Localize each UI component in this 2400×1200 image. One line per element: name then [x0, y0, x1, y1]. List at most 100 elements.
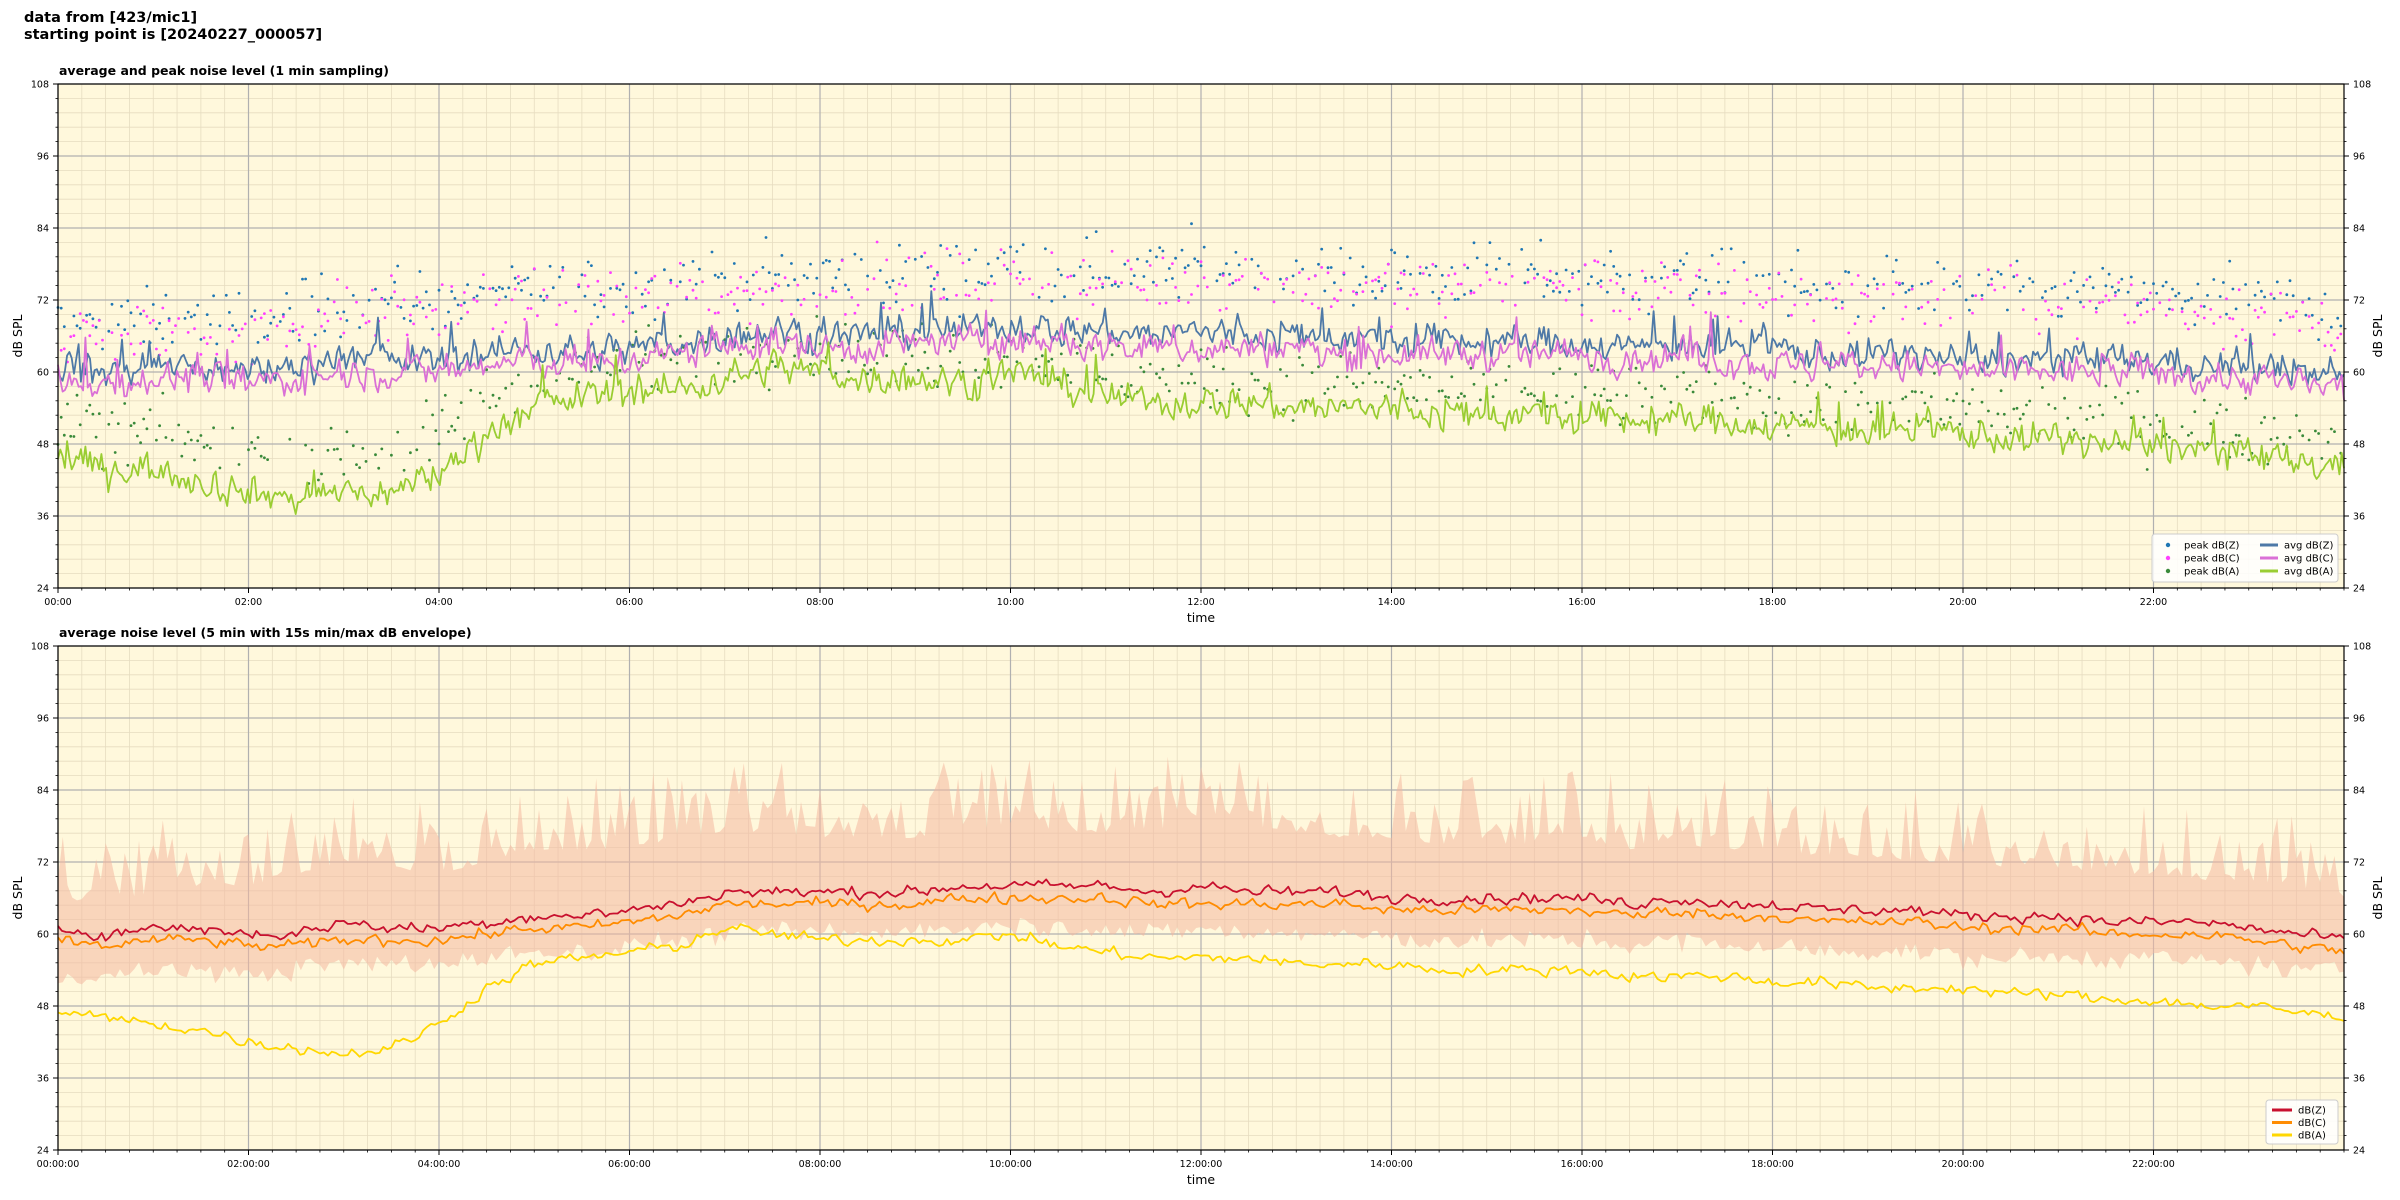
peak-point [297, 333, 301, 337]
peak-point [1634, 366, 1638, 370]
peak-point [2041, 296, 2044, 299]
peak-point [1037, 295, 1041, 299]
peak-point [1555, 272, 1558, 276]
page-header: data from [423/mic1] starting point is [… [24, 10, 322, 44]
peak-point [710, 250, 714, 254]
peak-point [1764, 301, 1768, 304]
peak-point [2129, 275, 2133, 279]
peak-point [602, 294, 606, 297]
peak-point [1698, 268, 1701, 272]
peak-point [2244, 396, 2248, 400]
peak-point [1113, 282, 1117, 286]
series-db-c- [57, 891, 2345, 955]
peak-point [685, 295, 688, 299]
peak-point [609, 271, 612, 274]
peak-point [777, 284, 781, 288]
peak-point [1085, 293, 1089, 297]
peak-point [1145, 260, 1149, 263]
peak-point [1406, 255, 1409, 259]
peak-point [1301, 363, 1304, 367]
peak-point [2091, 286, 2095, 290]
peak-point [526, 306, 530, 310]
peak-point [1764, 414, 1768, 418]
peak-point [1244, 257, 1247, 261]
peak-point [367, 298, 371, 302]
peak-point [507, 286, 511, 290]
peak-point [485, 368, 488, 372]
peak-point [863, 363, 866, 367]
peak-point [856, 339, 860, 343]
peak-point [1536, 272, 1539, 276]
peak-point [1958, 284, 1962, 288]
peak-point [1510, 274, 1514, 278]
chart-title: average and peak noise level (1 min samp… [59, 63, 389, 78]
peak-point [2323, 344, 2327, 348]
peak-point [1682, 371, 1685, 374]
peak-point [1663, 387, 1666, 391]
peak-point [501, 287, 504, 291]
peak-point [786, 338, 790, 342]
peak-point [580, 273, 584, 277]
peak-point [2183, 299, 2187, 303]
peak-point [1142, 370, 1146, 374]
peak-point [736, 309, 739, 313]
peak-point [1583, 385, 1587, 389]
peak-point [2333, 348, 2336, 352]
peak-point [1101, 285, 1104, 289]
peak-point [405, 333, 409, 337]
peak-point [409, 313, 412, 317]
peak-point [142, 417, 146, 421]
peak-point [1336, 299, 1339, 303]
peak-point [1548, 279, 1552, 283]
peak-point [2269, 438, 2273, 441]
peak-point [644, 353, 647, 356]
peak-point [1342, 271, 1346, 275]
peak-point [1790, 268, 1793, 272]
peak-point [1720, 292, 1724, 295]
peak-point [2187, 327, 2190, 331]
peak-point [1526, 268, 1530, 272]
series-db-a- [57, 923, 2345, 1058]
peak-point [1961, 399, 1965, 403]
peak-point [1993, 288, 1997, 292]
peak-point [2044, 290, 2047, 293]
peak-point [647, 324, 650, 327]
peak-point [323, 312, 327, 316]
peak-point [1339, 288, 1343, 292]
peak-point [2098, 403, 2101, 407]
peak-point [478, 391, 482, 395]
peak-point [183, 442, 187, 446]
peak-point [475, 299, 479, 303]
peak-point [2237, 434, 2241, 437]
peak-point [1174, 256, 1177, 260]
peak-point [75, 393, 79, 397]
peak-point [694, 282, 698, 286]
peak-point [1250, 372, 1254, 376]
peak-point [475, 294, 479, 298]
peak-point [2272, 416, 2276, 420]
peak-point [1831, 298, 1835, 302]
peak-point [142, 309, 146, 313]
peak-point [459, 317, 463, 320]
peak-point [1831, 287, 1835, 290]
peak-point [2066, 416, 2070, 420]
peak-point [1980, 400, 1984, 404]
peak-point [386, 302, 390, 306]
peak-point [1190, 293, 1193, 296]
peak-point [653, 274, 657, 278]
peak-point [2317, 432, 2321, 435]
peak-point [374, 287, 377, 291]
peak-point [266, 334, 269, 338]
peak-point [1494, 267, 1498, 271]
peak-point [2009, 264, 2012, 267]
peak-point [1463, 293, 1466, 296]
peak-point [1326, 387, 1330, 391]
peak-point [142, 340, 146, 343]
peak-point [361, 447, 365, 450]
peak-point [751, 292, 755, 296]
peak-point [1409, 272, 1412, 276]
x-tick-label: 12:00:00 [1180, 1159, 1223, 1170]
peak-point [69, 335, 73, 338]
peak-point [91, 324, 95, 327]
peak-point [2079, 300, 2082, 304]
